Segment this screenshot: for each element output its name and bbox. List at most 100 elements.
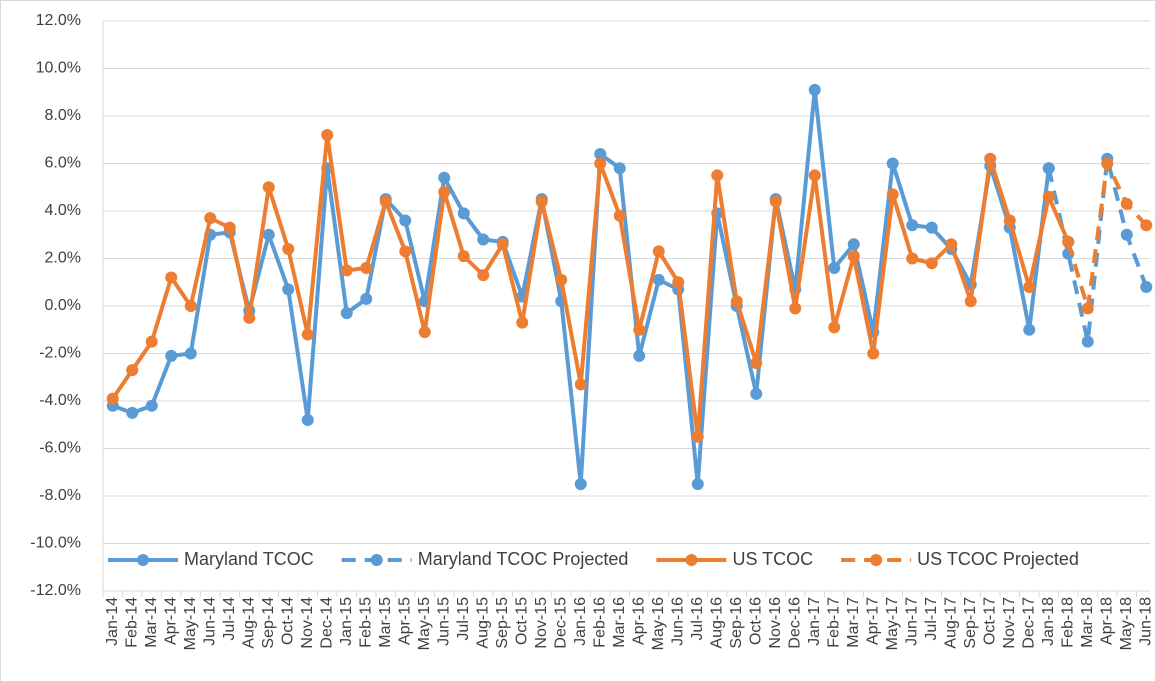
data-point [340, 264, 353, 277]
x-tick-label: Jun-15 [435, 597, 452, 646]
data-point [691, 430, 704, 443]
x-tick-label: Jun-16 [669, 597, 686, 646]
data-point [555, 273, 568, 286]
data-point [477, 269, 490, 282]
data-point [165, 271, 178, 284]
data-point [516, 316, 529, 329]
data-point [262, 181, 275, 194]
data-point [652, 273, 665, 286]
data-point [1042, 190, 1055, 203]
x-tick-label: Jan-18 [1040, 597, 1057, 646]
y-tick-label: 6.0% [45, 155, 81, 172]
x-tick-label: Dec-17 [1020, 597, 1037, 649]
data-point [438, 171, 451, 184]
x-tick-label: Jun-18 [1137, 597, 1154, 646]
y-tick-label: 0.0% [45, 297, 81, 314]
data-point [126, 364, 139, 377]
y-tick-label: -4.0% [39, 392, 81, 409]
x-tick-label: Oct-16 [747, 597, 764, 645]
data-point [613, 209, 626, 222]
data-point [126, 406, 139, 419]
x-tick-label: Mar-18 [1079, 597, 1096, 648]
data-point [886, 188, 899, 201]
data-point [574, 378, 587, 391]
data-point [633, 323, 646, 336]
x-tick-label: May-16 [650, 597, 667, 650]
x-tick-label: Sep-14 [260, 597, 277, 649]
data-point [1023, 323, 1036, 336]
data-point [399, 214, 412, 227]
data-point [672, 276, 685, 289]
legend-marker [370, 554, 383, 566]
x-tick-label: Aug-16 [708, 597, 725, 649]
legend-label: Maryland TCOC Projected [418, 549, 629, 569]
data-point [438, 186, 451, 198]
data-point [418, 326, 431, 339]
x-tick-label: May-15 [416, 597, 433, 650]
x-tick-label: Dec-14 [318, 597, 335, 649]
data-point [594, 148, 607, 160]
data-point [457, 207, 470, 220]
y-tick-label: 2.0% [45, 250, 81, 267]
data-point [1081, 335, 1094, 348]
x-tick-label: May-14 [182, 597, 199, 650]
series-line [111, 133, 1071, 439]
data-point [984, 152, 997, 165]
data-point [535, 195, 548, 208]
data-point [847, 238, 860, 251]
data-point [594, 157, 607, 170]
y-tick-label: 10.0% [36, 60, 81, 77]
data-point [711, 169, 724, 182]
x-tick-label: Nov-15 [533, 597, 550, 649]
data-point [1120, 228, 1133, 241]
data-point [184, 347, 197, 360]
x-tick-label: Jan-16 [572, 597, 589, 646]
y-tick-label: -8.0% [39, 487, 81, 504]
x-tick-label: Nov-16 [767, 597, 784, 649]
x-tick-label: Aug-17 [942, 597, 959, 649]
x-tick-label: Jan-14 [104, 597, 121, 646]
data-point [808, 83, 821, 96]
data-point [886, 157, 899, 170]
x-tick-label: Jul-14 [221, 597, 238, 641]
x-tick-label: May-17 [884, 597, 901, 650]
data-point [360, 292, 373, 305]
data-point [1140, 281, 1153, 293]
data-point [301, 414, 314, 426]
x-tick-label: Feb-16 [591, 597, 608, 648]
data-point [828, 262, 841, 274]
data-point [457, 250, 470, 263]
legend-marker [870, 554, 883, 566]
data-point [847, 250, 860, 263]
data-point [321, 129, 334, 141]
data-point [399, 245, 412, 258]
x-tick-label: Mar-14 [143, 597, 160, 648]
x-tick-label: Mar-16 [611, 597, 628, 648]
data-point [106, 392, 119, 405]
data-point [1140, 219, 1153, 232]
x-tick-label: Jul-16 [689, 597, 706, 641]
data-point [613, 162, 626, 175]
x-tick-label: Apr-16 [630, 597, 647, 645]
legend-label: US TCOC Projected [917, 549, 1079, 569]
x-tick-label: Apr-15 [396, 597, 413, 645]
data-point [789, 302, 802, 315]
data-point [750, 387, 763, 400]
data-point [925, 221, 938, 234]
x-tick-label: Mar-17 [845, 597, 862, 648]
x-tick-label: Sep-16 [728, 597, 745, 649]
x-tick-label: Jul-17 [923, 597, 940, 641]
data-point [496, 238, 509, 251]
data-point [184, 300, 197, 312]
data-point [730, 295, 743, 308]
data-point [867, 347, 880, 360]
data-point [964, 295, 977, 308]
data-point [243, 311, 256, 324]
x-tick-label: Mar-15 [377, 597, 394, 648]
y-tick-label: -6.0% [39, 440, 81, 457]
data-point [340, 307, 353, 320]
legend-label: US TCOC [732, 549, 813, 569]
data-point [477, 233, 490, 246]
